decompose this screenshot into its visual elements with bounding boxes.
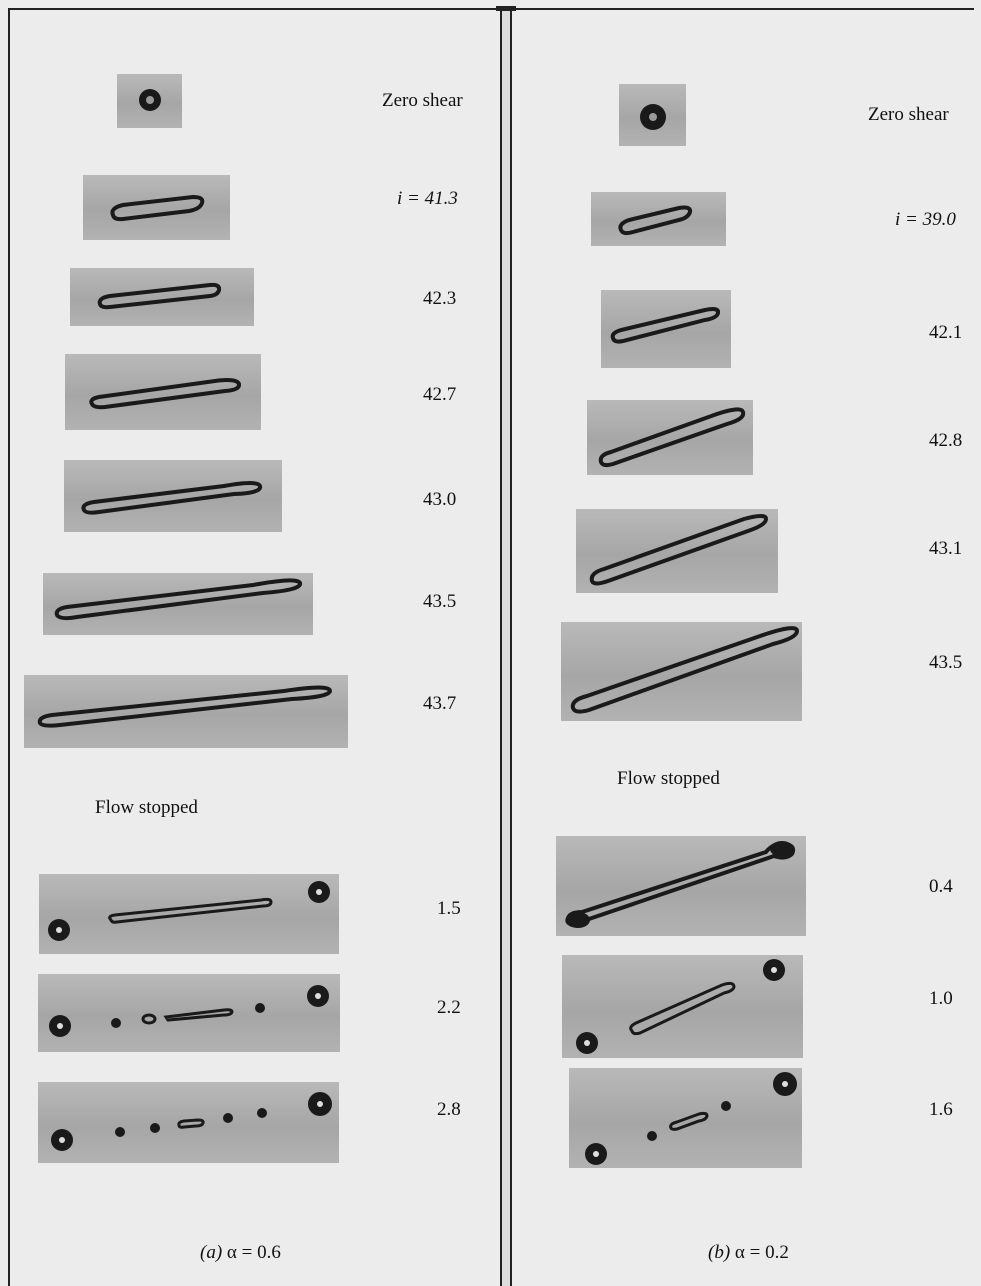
label-b-shear-2: 42.1 [929,322,963,343]
drop-frame-b-2 [601,290,731,368]
drop-frame-b-3 [587,400,753,475]
label-b-shear-3: 42.8 [929,430,963,451]
center-divider [500,6,512,1286]
label-a-shear-3: 42.7 [423,384,457,405]
label-b-relax-3: 1.6 [929,1099,953,1120]
label-a-zero-shear: Zero shear [382,90,463,111]
drop-frame-a-zero [117,74,182,128]
label-b-zero-shear: Zero shear [868,104,949,125]
label-a-shear-6: 43.7 [423,693,457,714]
drop-frame-a-3 [65,354,261,430]
drop-frame-a-5 [43,573,313,635]
label-b-relax-2: 1.0 [929,988,953,1009]
label-b-shear-1: i = 39.0 [895,209,956,230]
left-border [8,8,10,1286]
label-a-flow-stopped: Flow stopped [95,797,198,818]
caption-b: (b) α = 0.2 [708,1242,789,1264]
label-a-shear-5: 43.5 [423,591,457,612]
label-a-shear-1: i = 41.3 [397,188,458,209]
caption-b-prefix: (b) [708,1242,731,1263]
drop-frame-a-2 [70,268,254,326]
caption-a-prefix: (a) [200,1242,223,1263]
label-b-shear-4: 43.1 [929,538,963,559]
top-border [8,8,974,10]
drop-frame-a-6 [24,675,348,748]
label-a-relax-1: 1.5 [437,898,461,919]
drop-frame-b-relax-3 [569,1068,802,1168]
drop-frame-b-relax-2 [562,955,803,1058]
caption-a-value: α = 0.6 [226,1242,281,1263]
label-a-relax-3: 2.8 [437,1099,461,1120]
label-a-shear-2: 42.3 [423,288,457,309]
caption-b-value: α = 0.2 [734,1242,789,1263]
center-divider-cap [496,6,516,11]
label-b-relax-1: 0.4 [929,876,953,897]
drop-frame-b-1 [591,192,726,246]
label-b-shear-5: 43.5 [929,652,963,673]
label-a-shear-4: 43.0 [423,489,457,510]
drop-frame-b-zero [619,84,686,146]
drop-frame-a-relax-3 [38,1082,339,1163]
drop-frame-a-relax-2 [38,974,340,1052]
drop-frame-a-relax-1 [39,874,339,954]
drop-frame-b-5 [561,622,802,721]
drop-frame-b-relax-1 [556,836,806,936]
label-b-flow-stopped: Flow stopped [617,768,720,789]
drop-frame-a-4 [64,460,282,532]
label-a-relax-2: 2.2 [437,997,461,1018]
caption-a: (a) α = 0.6 [200,1242,281,1264]
drop-frame-a-1 [83,175,230,240]
drop-frame-b-4 [576,509,778,593]
